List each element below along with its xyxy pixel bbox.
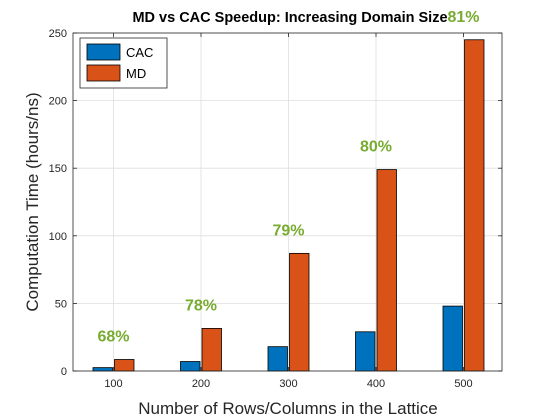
x-tick-label: 500 <box>454 378 472 390</box>
bar-cac-400 <box>355 331 376 372</box>
x-tick-label: 100 <box>104 378 122 390</box>
y-tick-label: 100 <box>49 231 67 243</box>
y-tick-label: 200 <box>49 96 67 108</box>
y-tick-label: 50 <box>55 298 67 310</box>
bar-md-100 <box>114 359 135 372</box>
bars <box>92 39 485 372</box>
annotations: 68% 78% 79% 80% 81% <box>97 9 479 346</box>
x-axis-label: Number of Rows/Columns in the Lattice <box>138 399 438 418</box>
legend-swatch-md <box>86 64 121 82</box>
axis-ticks: 0 50 100 150 200 250 100 200 300 400 500 <box>49 28 502 390</box>
legend-label-cac: CAC <box>126 45 153 60</box>
bar-md-200 <box>201 328 222 372</box>
legend: CAC MD <box>79 37 168 89</box>
y-tick-label: 0 <box>61 366 67 378</box>
bar-md-300 <box>289 252 310 372</box>
bar-md-400 <box>376 169 397 372</box>
x-tick-label: 300 <box>279 378 297 390</box>
speedup-label-300: 79% <box>272 222 304 239</box>
legend-swatch-cac <box>86 43 121 61</box>
x-tick-label: 200 <box>192 378 210 390</box>
legend-label-md: MD <box>126 66 146 81</box>
speedup-label-500: 81% <box>447 9 479 26</box>
speedup-label-400: 80% <box>360 139 392 156</box>
speedup-label-200: 78% <box>185 297 217 314</box>
y-tick-label: 150 <box>49 163 67 175</box>
bar-md-500 <box>464 39 485 372</box>
x-tick-label: 400 <box>367 378 385 390</box>
chart-title: MD vs CAC Speedup: Increasing Domain Siz… <box>132 10 447 26</box>
bar-cac-300 <box>267 346 288 372</box>
y-axis-label: Computation Time (hours/ns) <box>23 92 42 311</box>
speedup-label-100: 68% <box>97 329 129 346</box>
bar-cac-500 <box>442 305 463 372</box>
plot-frame <box>72 32 503 372</box>
bar-cac-100 <box>92 367 113 372</box>
y-tick-label: 250 <box>49 28 67 40</box>
plot-area <box>73 33 502 371</box>
bar-cac-200 <box>180 361 201 372</box>
